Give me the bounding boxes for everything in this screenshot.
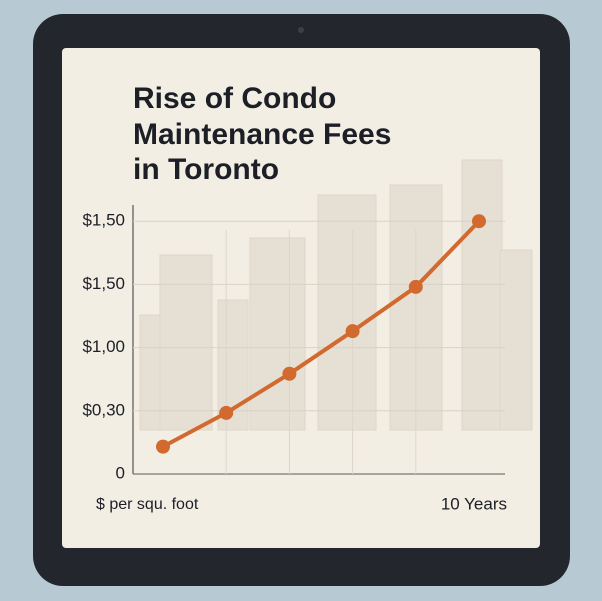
y-tick-label: $0,30 bbox=[82, 400, 125, 419]
point bbox=[156, 439, 170, 454]
point bbox=[408, 279, 423, 294]
point bbox=[219, 405, 234, 420]
chart-title: Maintenance Fees bbox=[133, 118, 391, 151]
point bbox=[345, 324, 360, 339]
chart-title: in Toronto bbox=[133, 153, 279, 186]
y-tick-label: $1,00 bbox=[82, 337, 125, 356]
y-tick-label: 0 bbox=[116, 463, 125, 482]
x-axis-label: 10 Years bbox=[441, 494, 507, 513]
point bbox=[282, 366, 297, 381]
x-axis-label: $ per squ. foot bbox=[96, 496, 199, 513]
point bbox=[472, 214, 486, 229]
y-tick-label: $1,50 bbox=[82, 211, 125, 230]
line bbox=[162, 219, 481, 449]
chart-title: Rise of Condo bbox=[133, 82, 336, 115]
y-tick-label: $1,50 bbox=[82, 274, 125, 293]
